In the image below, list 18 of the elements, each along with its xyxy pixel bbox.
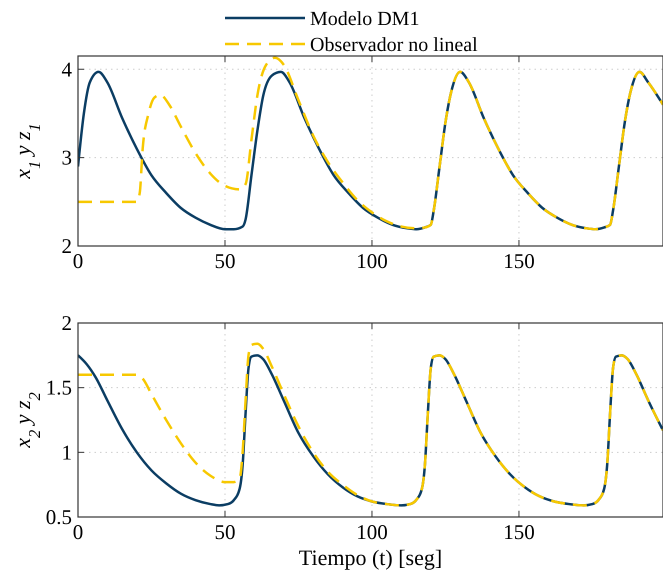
legend-label: Modelo DM1: [310, 8, 420, 30]
legend-label: Observador no lineal: [310, 34, 478, 56]
y-tick-label: 2: [62, 234, 72, 258]
x-tick-label: 150: [503, 520, 535, 544]
y-tick-label: 0.5: [46, 505, 72, 529]
x-tick-label: 50: [214, 249, 236, 273]
x-tick-label: 100: [356, 249, 388, 273]
y-tick-label: 3: [62, 146, 72, 170]
x-axis-title: Tiempo (t) [seg]: [298, 545, 442, 570]
x-tick-label: 50: [214, 520, 236, 544]
y-tick-label: 4: [62, 57, 72, 82]
x-tick-label: 100: [356, 520, 388, 544]
x-tick-label: 0: [72, 249, 84, 273]
y-tick-label: 1: [62, 440, 72, 464]
y-tick-label: 2: [62, 311, 72, 335]
x-tick-label: 0: [72, 520, 84, 544]
x-tick-label: 150: [503, 249, 535, 273]
y-tick-label: 1.5: [46, 376, 72, 400]
